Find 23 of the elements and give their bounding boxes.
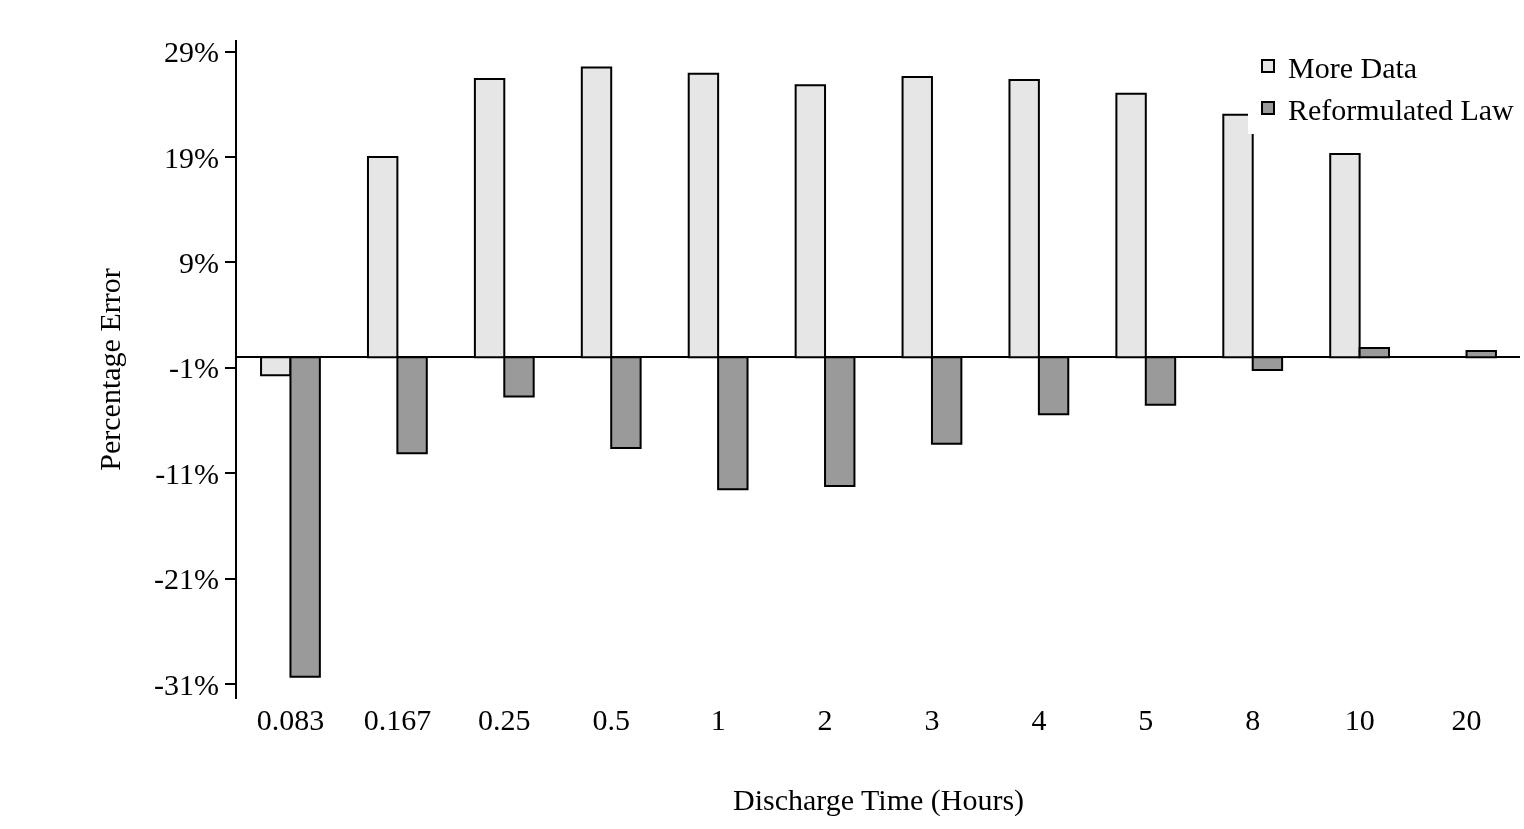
x-tick-label: 0.083 [256,703,325,736]
y-tick-label: -11% [155,456,219,490]
x-tick-label: 8 [1245,703,1261,736]
x-tick-label: 0.167 [363,703,432,736]
legend-label: Reformulated Law [1288,92,1515,126]
x-tick-label: 0.25 [478,703,531,736]
x-tick-label: 0.5 [592,703,630,736]
x-tick-label: 5 [1138,703,1154,736]
x-axis-title: Discharge Time (Hours) [733,783,1025,817]
x-tick-label: 3 [924,703,940,736]
y-tick-label: 29% [164,35,219,69]
y-axis-title: Percentage Error [92,268,126,471]
x-tick-label: 1 [710,703,726,736]
x-tick-label: 4 [1031,703,1047,736]
legend-label: More Data [1288,50,1418,84]
y-tick-label: 19% [164,140,219,174]
x-tick-label: 2 [817,703,833,736]
x-tick-label: 20 [1451,703,1482,736]
x-tick-label: 10 [1344,703,1375,736]
y-tick-label: -21% [154,562,219,596]
y-tick-label: 9% [179,245,219,279]
y-tick-label: -1% [169,351,219,385]
y-tick-label: -31% [154,667,219,701]
